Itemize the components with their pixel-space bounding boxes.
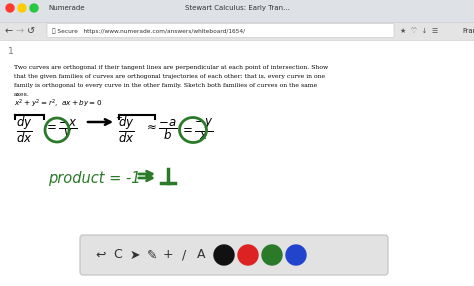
Text: ↩: ↩ [96,249,106,261]
Text: +: + [115,112,122,122]
Text: axes.: axes. [14,92,30,97]
Text: ➤: ➤ [130,249,140,261]
Text: A: A [197,249,205,261]
Text: product = -1: product = -1 [48,170,140,186]
Text: C: C [114,249,122,261]
Text: ↺: ↺ [27,26,35,36]
Text: +: + [163,249,173,261]
Text: family is orthogonal to every curve in the other family. Sketch both families of: family is orthogonal to every curve in t… [14,83,317,88]
Text: Two curves are orthogonal if their tangent lines are perpendicular at each point: Two curves are orthogonal if their tange… [14,65,328,71]
Text: $\approx \dfrac{-a}{b}$: $\approx \dfrac{-a}{b}$ [144,118,177,142]
Circle shape [18,4,26,12]
Circle shape [286,245,306,265]
Text: Stewart Calculus: Early Tran...: Stewart Calculus: Early Tran... [185,5,290,11]
Text: that the given families of curves are orthogonal trajectories of each other; tha: that the given families of curves are or… [14,74,325,79]
FancyBboxPatch shape [0,22,474,40]
Circle shape [214,245,234,265]
Text: $= \dfrac{-x}{y}$: $= \dfrac{-x}{y}$ [44,118,77,142]
Text: Numerade: Numerade [48,5,84,11]
Text: ←: ← [5,26,13,36]
Text: 🔒 Secure   https://www.numerade.com/answers/whiteboard/1654/: 🔒 Secure https://www.numerade.com/answer… [52,28,245,34]
Circle shape [30,4,38,12]
Text: 1: 1 [8,47,14,57]
Circle shape [6,4,14,12]
Text: /: / [182,249,186,261]
Text: $= \dfrac{-y}{x}$: $= \dfrac{-y}{x}$ [180,118,213,142]
FancyBboxPatch shape [47,23,394,37]
Text: $\dfrac{dy}{dx}$: $\dfrac{dy}{dx}$ [118,115,135,145]
FancyBboxPatch shape [0,0,474,22]
Text: $\dfrac{dy}{dx}$: $\dfrac{dy}{dx}$ [16,115,33,145]
Circle shape [262,245,282,265]
Text: ✎: ✎ [147,249,157,261]
FancyBboxPatch shape [80,235,388,275]
FancyBboxPatch shape [0,40,474,286]
Circle shape [238,245,258,265]
Text: $x^2 + y^2 = r^2,\ ax + by = 0$: $x^2 + y^2 = r^2,\ ax + by = 0$ [14,98,102,110]
Text: →: → [16,26,24,36]
Text: Frank: Frank [462,28,474,34]
Text: ★  ♡  ↓  ☰: ★ ♡ ↓ ☰ [400,28,438,34]
